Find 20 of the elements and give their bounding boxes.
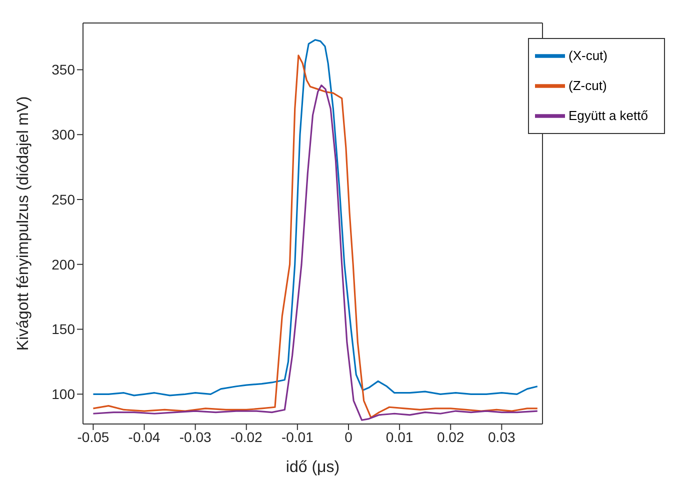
y-tick-label: 300 <box>52 126 76 143</box>
y-tick-label: 100 <box>52 386 76 402</box>
y-tick-label: 350 <box>52 62 76 78</box>
legend-label: (Z-cut) <box>568 78 607 94</box>
x-tick-label: -0.02 <box>230 428 263 445</box>
x-tick-label: 0.02 <box>436 428 464 445</box>
x-tick-label: -0.01 <box>281 428 314 445</box>
legend-label: Együtt a kettő <box>568 108 648 124</box>
y-axis-title: Kivágott fényimpulzus (diódajel mV) <box>15 96 32 351</box>
x-axis-title: idő (μs) <box>286 459 340 476</box>
x-tick-label: 0.01 <box>386 428 414 445</box>
x-tick-label: -0.05 <box>77 428 110 445</box>
x-tick-label: -0.04 <box>128 428 160 445</box>
x-tick-label: 0.03 <box>488 428 516 445</box>
legend-label: (X-cut) <box>568 48 608 64</box>
y-tick-label: 200 <box>52 256 76 272</box>
y-tick-label: 150 <box>52 321 76 338</box>
y-tick-label: 250 <box>52 191 76 208</box>
x-tick-label: -0.03 <box>179 428 212 445</box>
x-tick-label: 0 <box>344 428 353 445</box>
